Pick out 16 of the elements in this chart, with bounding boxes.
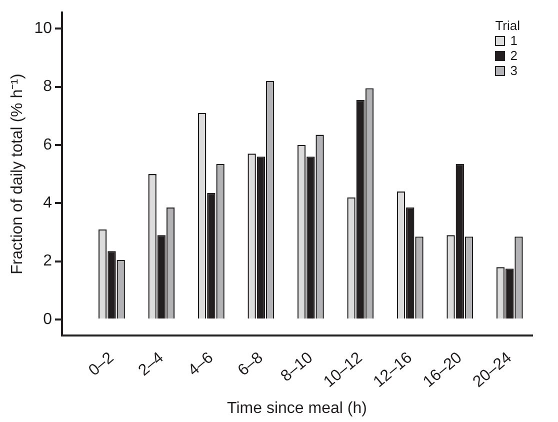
x-tick-label: 2–4 <box>135 349 167 380</box>
y-tick-label: 10 <box>34 20 52 38</box>
legend-title: Trial <box>495 18 520 33</box>
y-axis-title: Fraction of daily total (% h⁻¹) <box>9 74 26 274</box>
y-tick-label: 8 <box>43 78 52 96</box>
x-tick-label: 6–8 <box>234 349 266 380</box>
x-axis-title: Time since meal (h) <box>227 400 367 417</box>
y-tick-label: 4 <box>43 194 52 212</box>
y-tick-label: 2 <box>43 252 52 270</box>
legend-label: 3 <box>510 63 518 78</box>
x-tick-label: 4–6 <box>185 349 217 380</box>
legend-label: 2 <box>510 48 518 63</box>
legend-label: 1 <box>510 33 518 48</box>
y-tick-label: 0 <box>43 310 52 328</box>
x-tick-label: 0–2 <box>86 349 118 380</box>
y-tick-label: 6 <box>43 136 52 154</box>
